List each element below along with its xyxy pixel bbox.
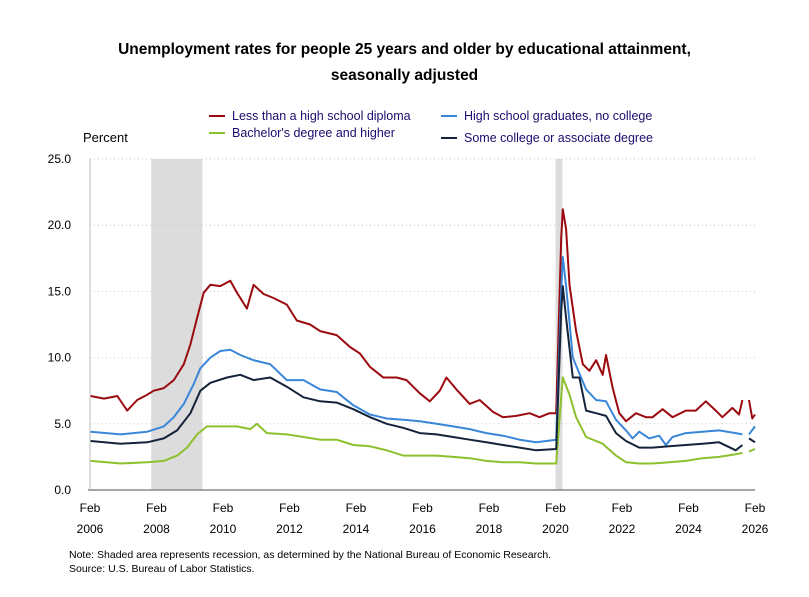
series-line-bachelor-s-degree-and-higher <box>90 376 756 465</box>
x-tick-year: 2008 <box>143 522 170 536</box>
chart-title: Unemployment rates for people 25 years a… <box>118 41 691 58</box>
x-tick-year: 2026 <box>742 522 769 536</box>
legend-swatch <box>209 115 225 117</box>
legend-label: Some college or associate degree <box>464 131 654 145</box>
x-tick-month: Feb <box>412 501 433 515</box>
legend-swatch <box>441 137 457 139</box>
x-tick-month: Feb <box>279 501 300 515</box>
legend-swatch <box>441 115 457 117</box>
x-tick-month: Feb <box>612 501 633 515</box>
x-tick-month: Feb <box>545 501 566 515</box>
x-tick-month: Feb <box>678 501 699 515</box>
y-tick-label: 15.0 <box>48 284 72 298</box>
y-tick-label: 5.0 <box>54 417 71 431</box>
legend-swatch <box>209 132 225 134</box>
x-tick-year: 2018 <box>476 522 503 536</box>
x-tick-month: Feb <box>346 501 367 515</box>
x-tick-year: 2006 <box>77 522 104 536</box>
x-tick-year: 2024 <box>675 522 702 536</box>
x-tick-month: Feb <box>213 501 234 515</box>
x-tick-month: Feb <box>479 501 500 515</box>
y-tick-label: 0.0 <box>54 483 71 497</box>
y-tick-label: 20.0 <box>48 218 72 232</box>
legend-label: High school graduates, no college <box>464 109 653 123</box>
x-tick-year: 2020 <box>542 522 569 536</box>
x-tick-year: 2010 <box>210 522 237 536</box>
x-tick-year: 2012 <box>276 522 303 536</box>
y-axis-label: Percent <box>83 130 128 145</box>
legend-item-some-college: Some college or associate degree <box>441 131 653 145</box>
x-tick-year: 2022 <box>609 522 636 536</box>
x-tick-year: 2014 <box>343 522 370 536</box>
legend-item-less-than-hs: Less than a high school diploma <box>209 109 411 123</box>
x-tick-month: Feb <box>146 501 167 515</box>
legend-label: Less than a high school diploma <box>232 109 411 123</box>
x-tick-month: Feb <box>745 501 766 515</box>
series-line-less-than-a-high-school-diploma <box>90 208 756 423</box>
chart-subtitle: seasonally adjusted <box>330 67 479 84</box>
series-line-high-school-graduates-no-college <box>90 256 756 446</box>
x-tick-month: Feb <box>80 501 101 515</box>
legend-item-hs-grad: High school graduates, no college <box>441 109 652 123</box>
y-tick-label: 25.0 <box>48 152 72 166</box>
series-line-some-college-or-associate-degree <box>90 285 756 452</box>
legend-item-bachelors: Bachelor's degree and higher <box>209 126 395 140</box>
y-tick-label: 10.0 <box>48 351 72 365</box>
chart-note: Note: Shaded area represents recession, … <box>69 549 552 561</box>
chart-source: Source: U.S. Bureau of Labor Statistics. <box>69 563 255 575</box>
x-tick-year: 2016 <box>409 522 436 536</box>
legend-label: Bachelor's degree and higher <box>232 126 395 140</box>
recession-shading <box>151 159 203 490</box>
